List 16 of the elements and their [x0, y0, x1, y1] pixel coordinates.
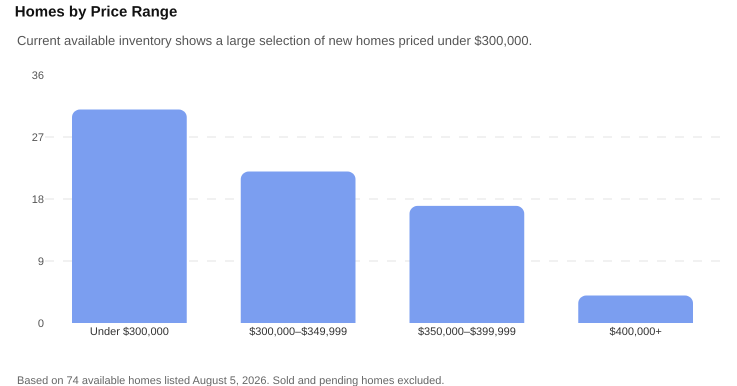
y-tick-label: 18 — [32, 194, 44, 206]
bar — [410, 206, 524, 323]
chart-title: Homes by Price Range — [14, 3, 178, 20]
x-tick-label: Under $300,000 — [90, 326, 169, 338]
text: Based on 74 available homes listed August 5, 2026. Sold and pending homes excluded. — [17, 375, 444, 386]
x-tick-label: $300,000–$349,999 — [249, 326, 348, 338]
bar — [72, 109, 187, 323]
y-tick-label: 36 — [32, 70, 44, 82]
bar — [240, 171, 356, 323]
x-tick-label: $350,000–$399,999 — [418, 326, 516, 338]
y-tick-label: 9 — [38, 256, 44, 268]
y-tick-label: 0 — [38, 318, 44, 330]
y-tick-label: 27 — [32, 132, 44, 144]
chart-subtitle: Current available inventory shows a large selection of new homes priced under $300,000. — [17, 33, 532, 48]
bar — [578, 295, 693, 323]
x-tick-label: $400,000+ — [609, 326, 662, 338]
